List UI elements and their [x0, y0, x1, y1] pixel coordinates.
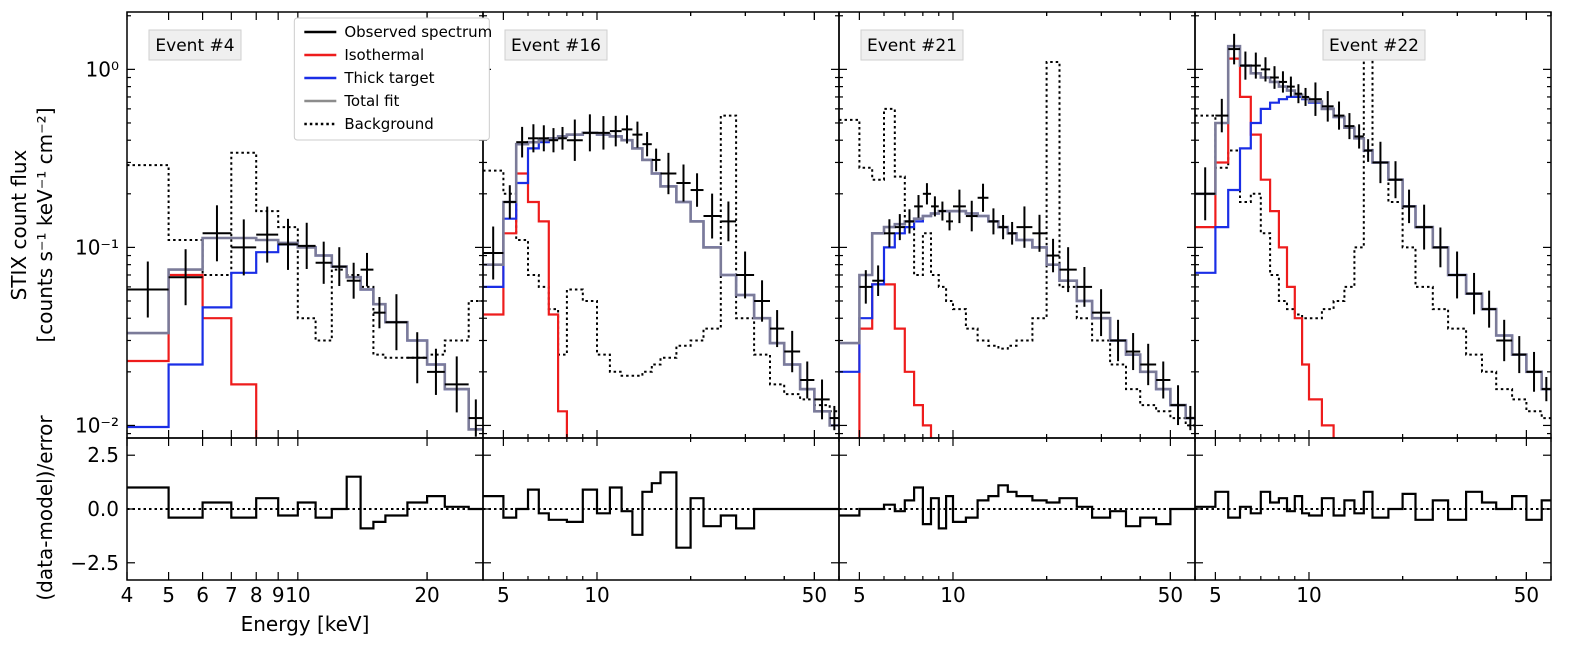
main-axes-frame [1194, 11, 1552, 439]
axes-text: STIX count flux [counts s⁻¹ keV⁻¹ cm⁻²] … [7, 108, 369, 637]
residual-plot-area [1195, 490, 1551, 521]
legend-box [293, 17, 490, 141]
tick-marks [483, 12, 840, 580]
y-axis-title-line1: STIX count flux [7, 149, 31, 300]
panel-3: 5 10 50 Event #21 [838, 11, 1196, 607]
event-label: Event #16 [511, 36, 601, 56]
residual-plot-area [483, 471, 839, 549]
x-tick-label: 50 [1514, 583, 1539, 607]
x-tick-label: 7 [225, 583, 238, 607]
background-series-line [1195, 57, 1551, 420]
main-axes-frame [482, 11, 840, 439]
resid-tick-label: 0.0 [87, 497, 119, 521]
x-tick-label: 50 [1158, 583, 1183, 607]
x-tick-label: 10 [940, 583, 965, 607]
residual-series-line [1195, 490, 1551, 521]
x-tick-label: 5 [853, 583, 866, 607]
resid-tick-label: 2.5 [87, 443, 119, 467]
x-tick-label: 8 [250, 583, 263, 607]
residual-axis-title: (data-model)/error [33, 415, 57, 601]
event-label-box [860, 29, 964, 61]
residual-series-line [483, 471, 839, 549]
observed-spectrum-series [859, 183, 1195, 431]
tick-marks [1195, 12, 1552, 580]
main-axes-frame [838, 11, 1196, 439]
background-series-line [483, 114, 839, 413]
x-tick-label: 5 [1209, 583, 1222, 607]
residual-plot-area [839, 484, 1195, 530]
x-tick-label: 10 [1296, 583, 1321, 607]
main-plot-area [483, 114, 839, 438]
panel-2: 5 10 50 Event #16 [482, 11, 840, 607]
main-plot-area [839, 61, 1195, 438]
event-label-box [148, 29, 242, 61]
thick-target-series-line [127, 243, 483, 431]
legend-entry-label: Observed spectrum [344, 23, 492, 41]
total-fit-series-line [483, 131, 839, 427]
residual-series-line [127, 475, 483, 530]
legend-entry-label: Isothermal [344, 46, 424, 64]
observed-spectrum-series [127, 205, 483, 437]
x-tick-label: 50 [802, 583, 827, 607]
isothermal-series-line [858, 283, 933, 438]
residual-series-line [839, 484, 1195, 530]
panel-1: 4 5 6 7 8 9 10 20 10⁰ 10⁻¹ 10⁻² 2.5 0.0 −2.5 Event #4 [70, 11, 484, 607]
event-label: Event #22 [1329, 36, 1419, 56]
total-fit-series-line [127, 236, 483, 431]
background-series-line [839, 61, 1195, 427]
x-tick-label: 6 [196, 583, 209, 607]
resid-tick-label: −2.5 [70, 551, 119, 575]
y-tick-label: 10⁻² [75, 413, 119, 437]
x-tick-label: 10 [584, 583, 609, 607]
legend-entry-label: Total fit [343, 92, 399, 110]
isothermal-series-line [483, 172, 568, 438]
event-label: Event #4 [155, 36, 234, 56]
panel-4: 5 10 50 Event #22 [1194, 11, 1552, 607]
x-tick-label: 9 [272, 583, 285, 607]
x-tick-label: 5 [162, 583, 175, 607]
event-label-box [1322, 29, 1426, 61]
total-fit-series-line [839, 209, 1195, 420]
residual-plot-area [127, 475, 483, 530]
thick-target-series-line [839, 210, 1195, 420]
x-tick-label: 4 [121, 583, 134, 607]
y-tick-label: 10⁻¹ [75, 235, 119, 259]
background-series-line [127, 151, 483, 359]
y-tick-label: 10⁰ [86, 57, 119, 81]
x-axis-title: Energy [keV] [241, 612, 370, 636]
x-tick-label: 10 [285, 583, 310, 607]
x-tick-label: 20 [414, 583, 439, 607]
observed-spectrum-series [483, 114, 839, 431]
tick-marks [839, 12, 1196, 580]
event-label-box [504, 29, 608, 61]
observed-spectrum-series [1195, 33, 1551, 402]
legend: Observed spectrum Isothermal Thick target T… [293, 17, 492, 141]
main-plot-area [127, 151, 483, 438]
tick-marks [126, 12, 483, 580]
y-axis-title-line2: [counts s⁻¹ keV⁻¹ cm⁻²] [33, 108, 57, 343]
legend-entry-label: Thick target [343, 69, 434, 87]
legend-entry-label: Background [344, 115, 434, 133]
main-plot-area [1195, 33, 1551, 438]
thick-target-series-line [1195, 95, 1551, 391]
event-label: Event #21 [867, 36, 957, 56]
x-tick-label: 5 [497, 583, 510, 607]
